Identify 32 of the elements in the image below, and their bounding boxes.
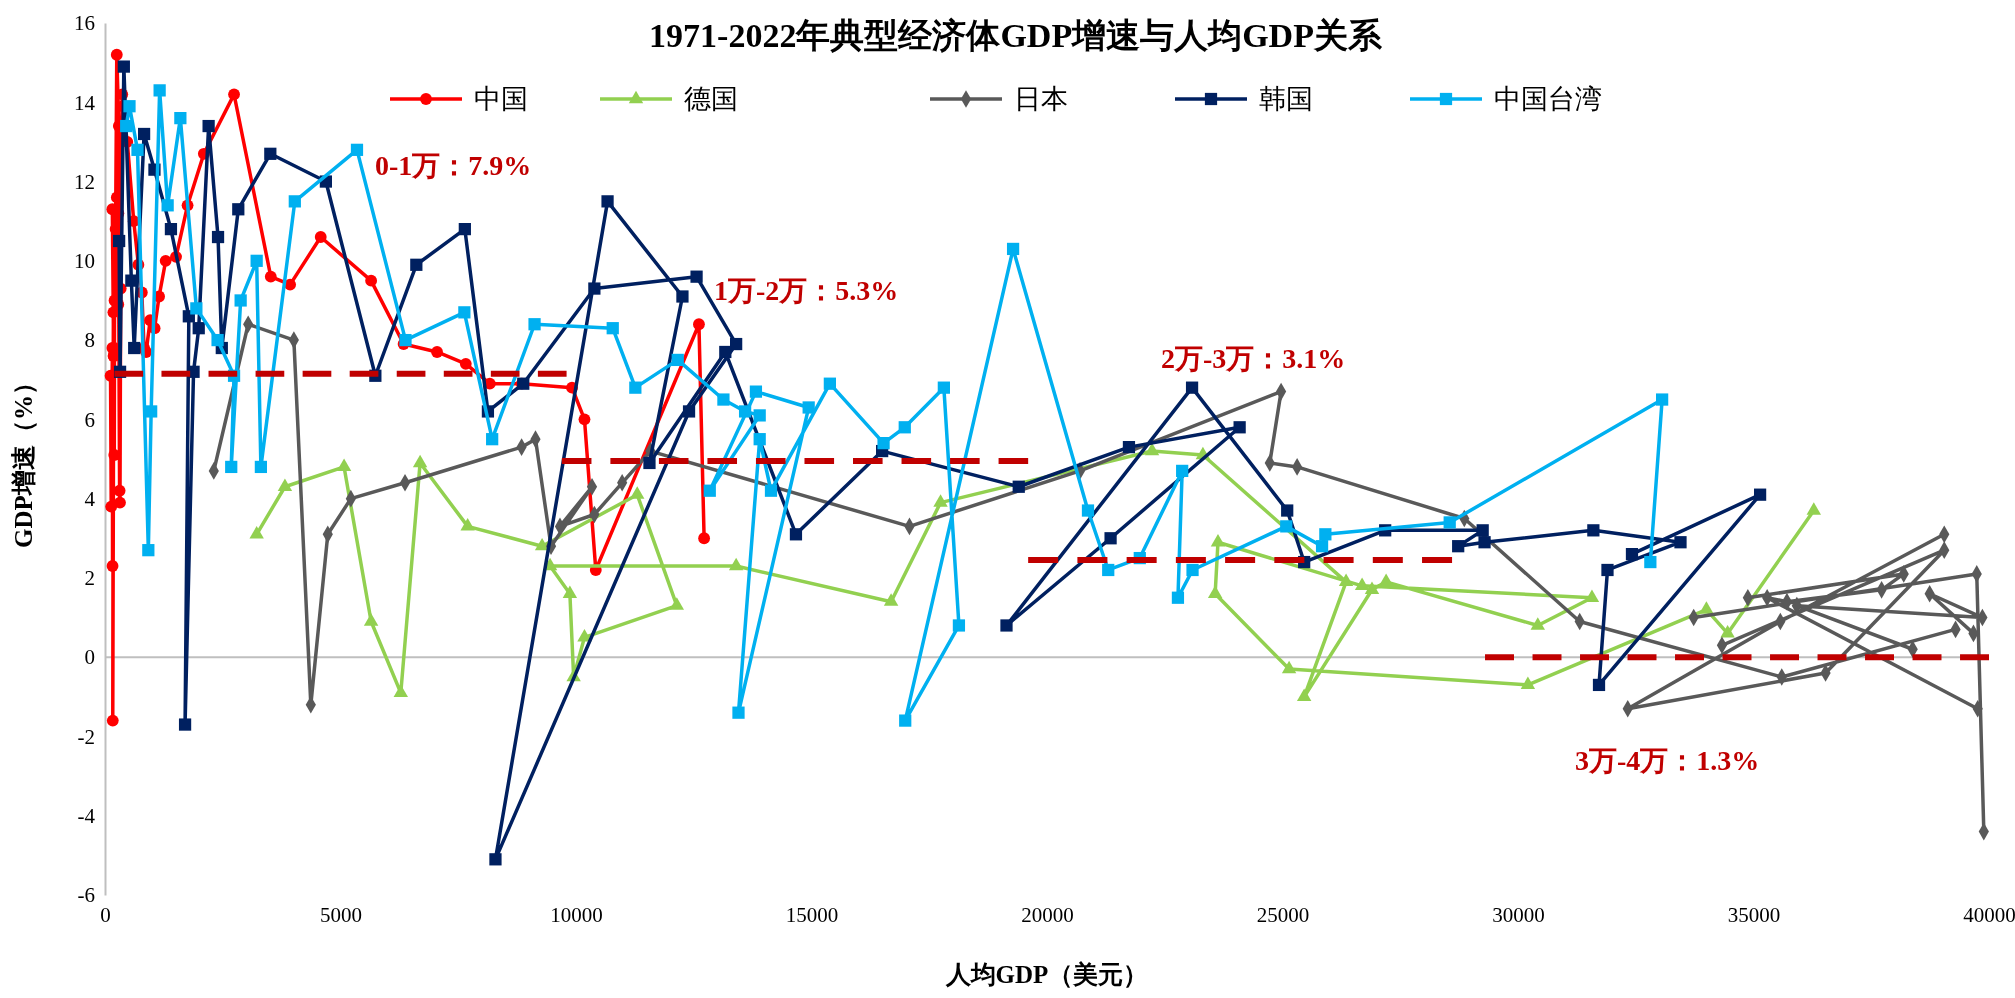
y-tick-label: 10 <box>74 249 95 274</box>
x-tick-label: 20000 <box>1021 902 1074 927</box>
legend-label: 韩国 <box>1259 84 1313 115</box>
y-tick-label: 0 <box>84 645 95 670</box>
x-tick-label: 5000 <box>320 902 362 927</box>
x-axis-title: 人均GDP（美元） <box>944 961 1149 988</box>
y-tick-label: 16 <box>74 11 95 36</box>
legend-label: 中国台湾 <box>1494 84 1602 115</box>
y-tick-label: 8 <box>84 328 95 353</box>
x-tick-label: 30000 <box>1492 902 1545 927</box>
x-tick-label: 10000 <box>550 902 603 927</box>
y-tick-label: -2 <box>77 724 95 749</box>
y-tick-label: 14 <box>74 90 96 115</box>
y-tick-label: 2 <box>84 566 95 591</box>
annotation: 0-1万：7.9% <box>375 149 532 181</box>
legend-label: 德国 <box>684 84 738 115</box>
chart-title: 1971-2022年典型经济体GDP增速与人均GDP关系 <box>649 17 1383 54</box>
x-tick-label: 40000 <box>1963 902 2015 927</box>
x-tick-label: 35000 <box>1727 902 1781 927</box>
y-axis-title: GDP增速（%） <box>10 370 37 548</box>
x-tick-label: 15000 <box>785 902 839 927</box>
y-tick-label: 4 <box>84 486 96 511</box>
x-tick-label: 25000 <box>1256 902 1310 927</box>
y-tick-label: 12 <box>74 169 95 194</box>
annotation: 2万-3万：3.1% <box>1161 342 1346 374</box>
annotation: 1万-2万：5.3% <box>714 274 899 306</box>
legend-label: 中国 <box>474 84 528 115</box>
y-tick-label: -4 <box>77 803 96 828</box>
y-tick-label: -6 <box>77 883 95 908</box>
y-tick-label: 6 <box>84 407 95 432</box>
annotation: 3万-4万：1.3% <box>1575 744 1760 776</box>
legend-label: 日本 <box>1014 84 1068 115</box>
